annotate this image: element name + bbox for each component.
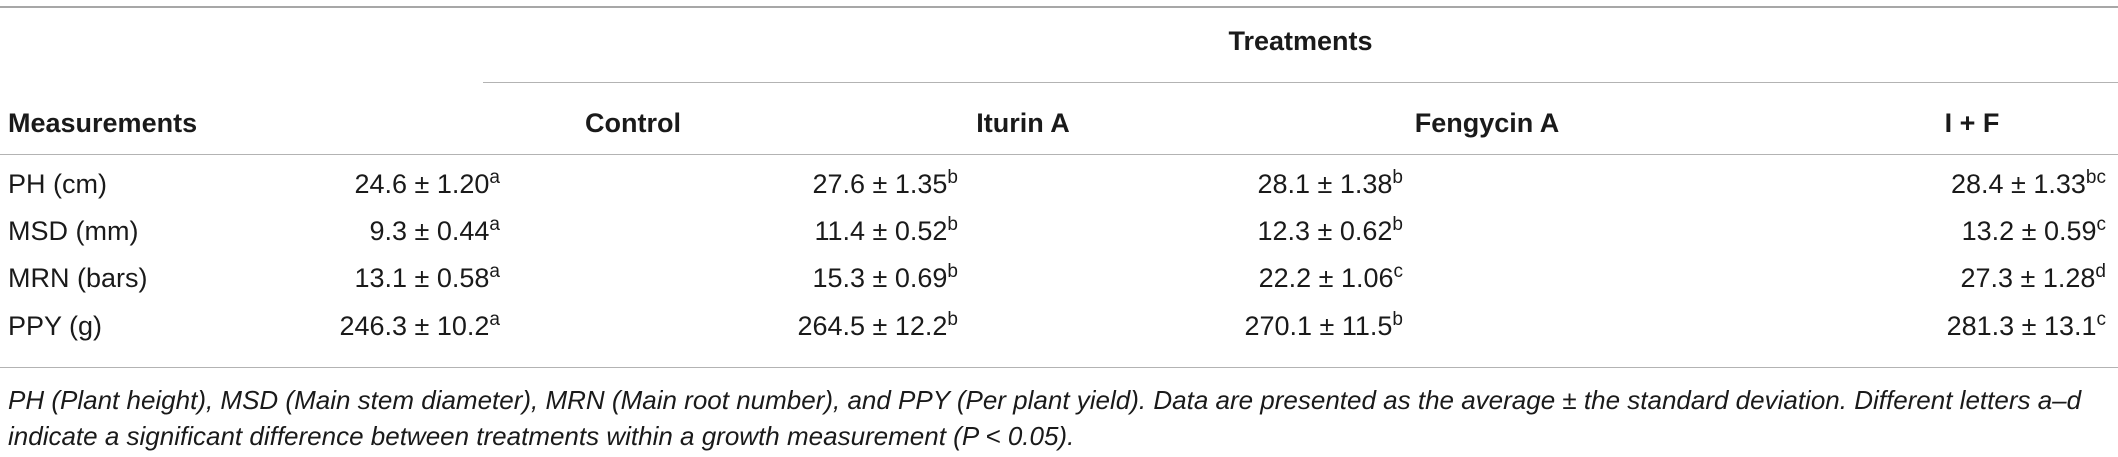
table-footnote: PH (Plant height), MSD (Main stem diamet… [8,385,2082,451]
column-header-fengycin-a: Fengycin A [1414,108,1560,138]
cell-fengycin-a: 22.2 ± 1.06c [1258,261,1403,293]
treatments-group-rule [483,82,2118,83]
table-top-rule [0,6,2118,8]
cell-control: 246.3 ± 10.2a [339,309,500,341]
table-row-mrn: MRN (bars) 13.1 ± 0.58a 15.3 ± 0.69b 22.… [0,261,2118,311]
cell-iturin-a: 11.4 ± 0.52b [814,214,959,246]
row-label: MSD (mm) [8,216,139,246]
table-row-ppy: PPY (g) 246.3 ± 10.2a 264.5 ± 12.2b 270.… [0,309,2118,359]
cell-iturin-a: 264.5 ± 12.2b [797,309,958,341]
cell-control: 9.3 ± 0.44a [369,214,500,246]
row-label: PH (cm) [8,169,107,199]
measurements-header: Measurements [8,108,198,138]
cell-fengycin-a: 12.3 ± 0.62b [1257,214,1404,246]
cell-fengycin-a: 28.1 ± 1.38b [1257,167,1404,199]
cell-control: 24.6 ± 1.20a [354,167,501,199]
treatments-group-header: Treatments [1228,26,1373,56]
table-row-ph: PH (cm) 24.6 ± 1.20a 27.6 ± 1.35b 28.1 ±… [0,167,2118,217]
cell-iturin-a: 15.3 ± 0.69b [812,261,959,293]
row-label: MRN (bars) [8,263,148,293]
cell-i-plus-f: 27.3 ± 1.28d [1960,261,2107,293]
row-label: PPY (g) [8,311,103,341]
cell-i-plus-f: 281.3 ± 13.1c [1946,309,2106,341]
header-bottom-rule [0,154,2118,155]
cell-fengycin-a: 270.1 ± 11.5b [1244,309,1403,341]
column-header-i-plus-f: I + F [1944,108,2000,138]
cell-iturin-a: 27.6 ± 1.35b [812,167,959,199]
cell-i-plus-f: 13.2 ± 0.59c [1961,214,2106,246]
column-header-iturin-a: Iturin A [976,108,1070,138]
table-row-msd: MSD (mm) 9.3 ± 0.44a 11.4 ± 0.52b 12.3 ±… [0,214,2118,264]
table-bottom-rule [0,367,2118,368]
cell-i-plus-f: 28.4 ± 1.33bc [1951,167,2106,199]
cell-control: 13.1 ± 0.58a [354,261,501,293]
column-header-control: Control [585,108,681,138]
